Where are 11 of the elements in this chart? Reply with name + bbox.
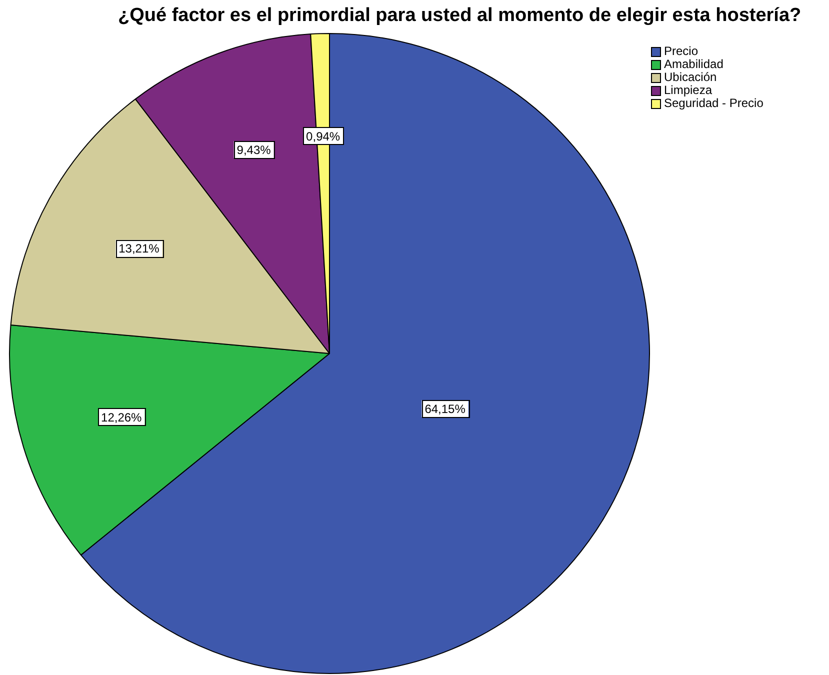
data-label: 0,94% <box>306 129 340 144</box>
data-label: 12,26% <box>101 410 142 424</box>
legend-label: Precio <box>664 44 698 58</box>
legend-label: Limpieza <box>664 83 712 97</box>
data-label: 13,21% <box>118 242 160 256</box>
legend-label: Amabilidad <box>664 57 724 71</box>
legend-label: Ubicación <box>664 70 717 84</box>
data-label: 64,15% <box>424 402 466 416</box>
legend-label: Seguridad - Precio <box>664 96 764 110</box>
chart-title: ¿Qué factor es el primordial para usted al momento de elegir esta hostería? <box>118 5 802 27</box>
data-label: 9,43% <box>236 142 272 157</box>
